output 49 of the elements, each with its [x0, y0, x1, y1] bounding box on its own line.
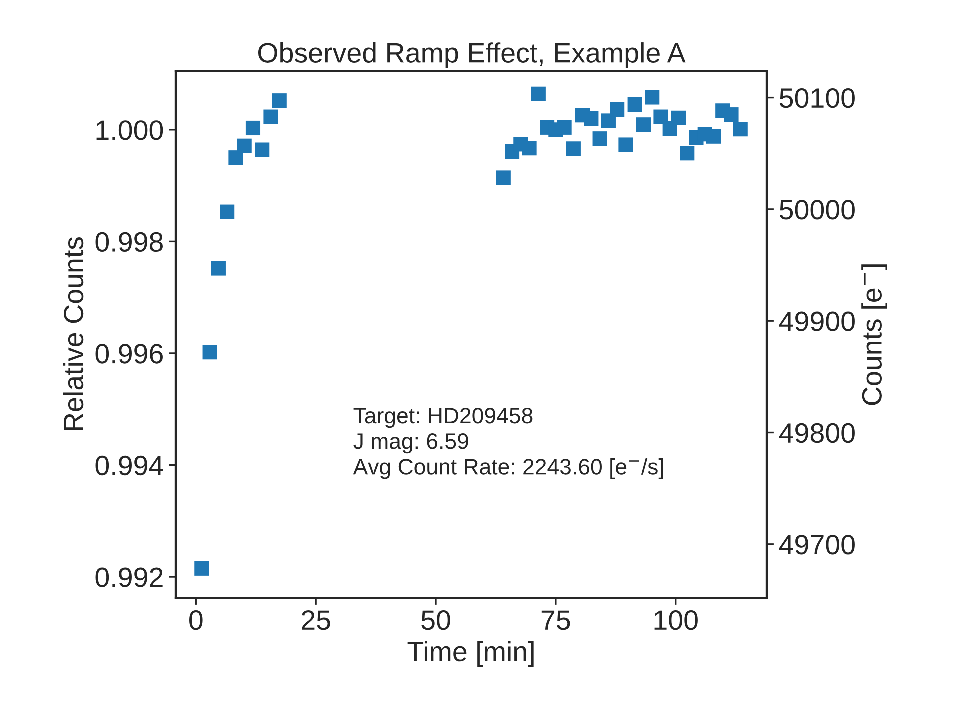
point: [522, 141, 537, 156]
x-tick-label: 25: [302, 610, 330, 630]
x-axis-title: Time [min]: [408, 641, 534, 668]
point: [671, 110, 686, 126]
point: [584, 111, 599, 126]
point: [246, 120, 261, 136]
point: [645, 90, 660, 105]
point: [194, 561, 210, 576]
point: [618, 138, 634, 152]
point: [601, 114, 616, 128]
y-tick-label: 0.998: [96, 232, 163, 252]
point: [272, 94, 287, 108]
x-tick-label: 50: [422, 610, 450, 630]
point: [211, 261, 226, 276]
point: [636, 118, 651, 132]
y2-tick-label: 50000: [780, 200, 855, 220]
point: [264, 110, 278, 124]
y-tick-label: 0.994: [96, 456, 164, 476]
y-axis-title: Relative Counts: [63, 237, 84, 430]
x-tick-label: 100: [654, 610, 698, 630]
point: [566, 142, 581, 156]
point: [654, 110, 668, 124]
point: [706, 129, 722, 144]
y2-tick-label: 50100: [780, 88, 855, 108]
annotation: Target: HD209458 J mag: 6.59 Avg Count Rate: 2243.60 [e$^{−}$/s]: [353, 408, 664, 480]
point: [496, 170, 511, 186]
point: [733, 122, 748, 137]
x-tick-label: 75: [542, 610, 570, 630]
y-tick-label: 0.996: [96, 344, 163, 364]
point: [557, 120, 572, 135]
point: [628, 97, 642, 112]
y2-tick-label: 49900: [779, 312, 855, 332]
point: [202, 345, 218, 360]
y2-tick-label: 49700: [779, 535, 855, 555]
y-tick-label: 0.992: [96, 568, 163, 588]
point: [237, 138, 252, 154]
point: [255, 142, 270, 158]
point: [228, 150, 244, 166]
point: [592, 132, 608, 146]
point: [610, 102, 625, 118]
y2-axis-title: Counts [e$^{−}$]: [862, 264, 888, 406]
chart-title: Observed Ramp Effect, Example A: [258, 42, 686, 68]
point: [680, 146, 695, 161]
y2-tick-label: 49800: [779, 423, 855, 444]
y-tick-label: 1.000: [96, 120, 164, 140]
point: [531, 86, 546, 102]
x-tick-label: 0: [190, 610, 203, 630]
point: [220, 204, 235, 220]
point: [724, 108, 739, 122]
